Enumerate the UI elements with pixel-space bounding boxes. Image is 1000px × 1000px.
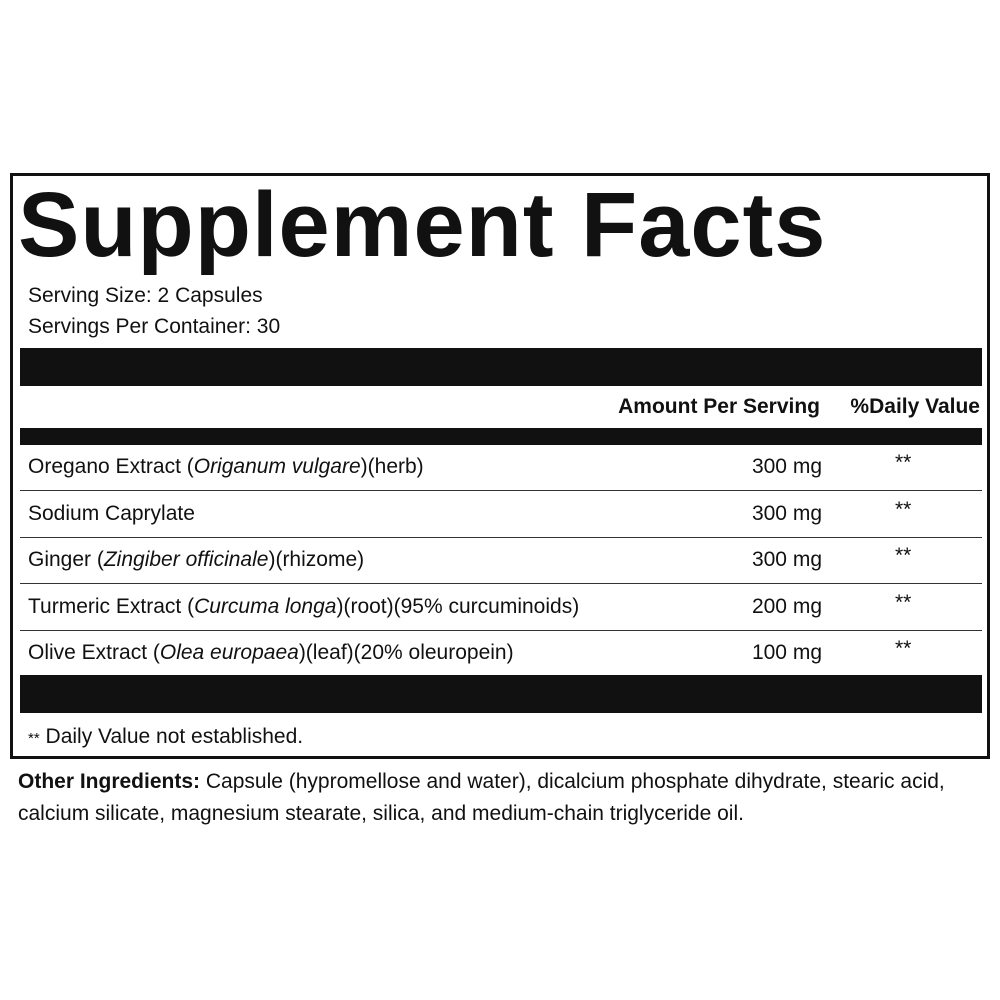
amount: 100 mg — [751, 641, 822, 664]
name: Olive Extract ( — [28, 641, 160, 664]
ingredient-name: Olive Extract (Olea europaea)(leaf)(20% … — [28, 641, 514, 665]
name: Turmeric Extract ( — [28, 594, 195, 618]
ingredient-name: Ginger (Zingiber officinale)(rhizome) — [28, 548, 364, 572]
facts-box — [10, 173, 990, 759]
other-ingredients: Other Ingredients: Capsule (hypromellose… — [18, 766, 978, 830]
other-text: Capsule (hypromellose and water), dicalc… — [18, 770, 945, 825]
ingredient-name: Oregano Extract (Origanum vulgare)(herb) — [28, 455, 424, 479]
ingredient-name: Sodium Caprylate — [28, 502, 195, 526]
column-header: %Daily Value — [850, 395, 980, 418]
daily-value: ** — [895, 637, 912, 660]
name: Oregano Extract ( — [28, 455, 194, 478]
detail: )(leaf)(20% oleuropein) — [298, 641, 514, 664]
title: Supplement Facts — [18, 174, 827, 276]
row-rule — [20, 583, 982, 584]
thick-bar — [20, 348, 982, 386]
name: Ginger ( — [28, 548, 104, 571]
latin-name: Olea europaea — [159, 641, 299, 664]
latin-name: Origanum vulgare — [193, 455, 361, 478]
column-header: Amount Per Serving — [618, 395, 820, 418]
row-rule — [20, 629, 982, 631]
daily-value: ** — [895, 451, 912, 474]
daily-value: ** — [895, 590, 912, 614]
daily-value: ** — [895, 544, 912, 567]
serving-size: Serving Size: 2 Capsules — [28, 284, 263, 307]
footnote: ** Daily Value not established. — [28, 725, 303, 751]
detail: )(rhizome) — [268, 548, 365, 571]
footnote-text: Daily Value not established. — [45, 725, 304, 748]
amount: 300 mg — [751, 501, 822, 525]
amount: 200 mg — [751, 594, 822, 618]
amount: 300 mg — [751, 455, 822, 478]
thick-bar — [20, 675, 982, 713]
other-label: Other Ingredients: — [18, 770, 201, 793]
medium-bar — [20, 428, 982, 445]
ingredient-name: Turmeric Extract (Curcuma longa)(root)(9… — [28, 595, 579, 619]
name: Sodium Caprylate — [28, 501, 195, 525]
latin-name: Zingiber officinale — [103, 548, 269, 571]
detail: )(root)(95% curcuminoids) — [336, 594, 580, 618]
servings-per-container: Servings Per Container: 30 — [28, 315, 281, 338]
latin-name: Curcuma longa — [194, 594, 337, 618]
row-rule — [20, 490, 982, 491]
amount: 300 mg — [751, 548, 822, 571]
row-rule — [20, 536, 982, 538]
detail: )(herb) — [360, 455, 424, 478]
footnote-mark: ** — [28, 730, 40, 747]
daily-value: ** — [895, 497, 912, 521]
